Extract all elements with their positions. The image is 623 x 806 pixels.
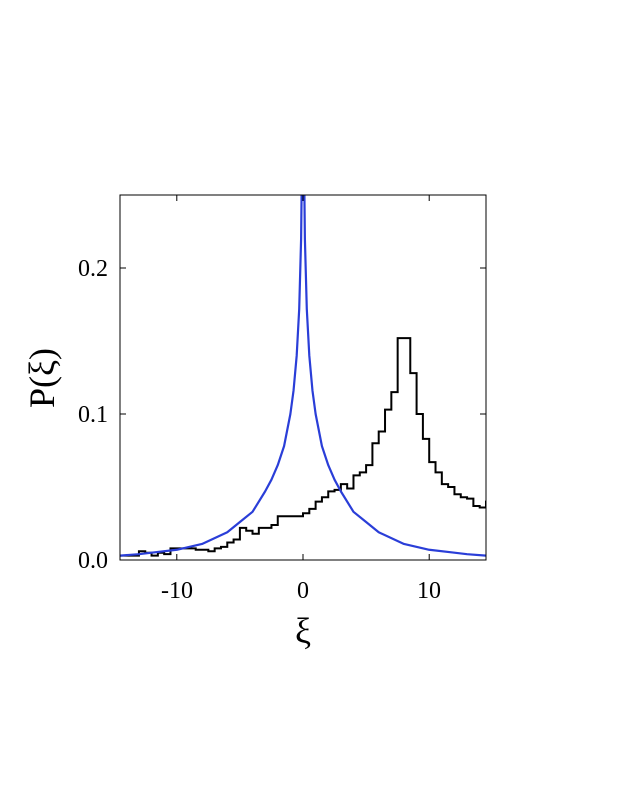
fit-curve-series <box>120 0 486 556</box>
x-tick-label-0: 0 <box>297 578 309 604</box>
axis-ticks <box>120 195 486 560</box>
plot-area <box>120 0 623 559</box>
y-tick-label-0-0: 0.0 <box>78 548 108 574</box>
plot-frame <box>120 195 486 560</box>
x-tick-label-neg10: -10 <box>161 578 193 604</box>
y-axis-label: P(ξ) <box>22 348 62 408</box>
y-tick-label-0-1: 0.1 <box>78 402 108 428</box>
y-tick-label-0-2: 0.2 <box>78 256 108 282</box>
x-tick-label-10: 10 <box>417 578 441 604</box>
x-axis-label: ξ <box>295 611 311 651</box>
